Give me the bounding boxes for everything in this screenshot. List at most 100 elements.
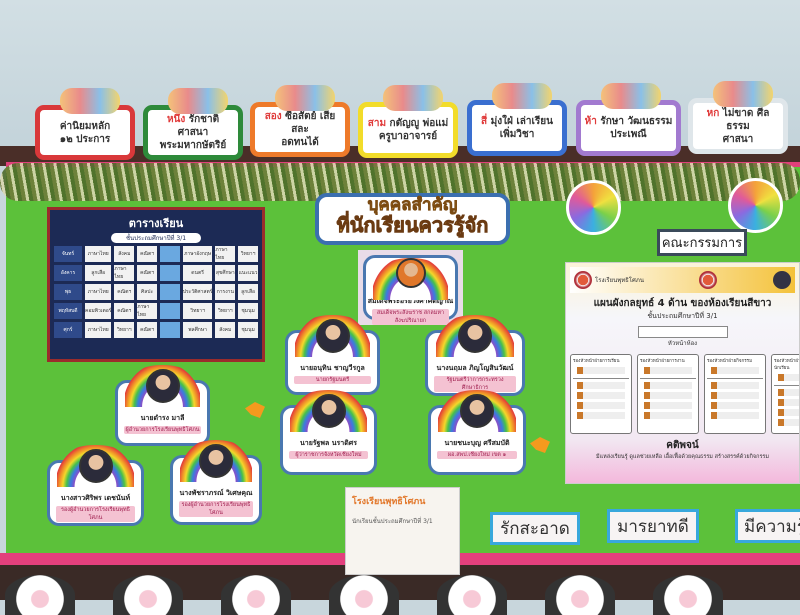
subject-cell: สังคม [114, 246, 135, 262]
portrait-photo [315, 319, 350, 353]
member-row [711, 382, 759, 389]
person-position: รองผู้อำนวยการโรงเรียนพุทธิโศภน [179, 501, 253, 517]
value-card: ค่านิยมหลัก ๑๒ ประการ [35, 88, 135, 160]
subject-cell: การงาน [215, 284, 236, 300]
member-row [711, 392, 759, 399]
day-label: จันทร์ [54, 246, 82, 262]
column-title: รองหัวหน้าฝ่ายการเรียน [573, 359, 620, 364]
subject-cell: สุขศึกษา [215, 265, 236, 281]
card-line-2: พระมหากษัตริย์ [159, 140, 227, 151]
strategy-column: รองหัวหน้าฝ่ายกิจกรรม [704, 354, 766, 434]
cow-cartoon [437, 575, 507, 615]
cow-cartoon [113, 575, 183, 615]
column-title: รองหัวหน้าฝ่ายกิจกรรม [707, 359, 753, 364]
subject-cell: คณิตฯ [137, 246, 157, 262]
class-poster: โรงเรียนพุทธิโศภน นักเรียนชั้นประถมศึกษา… [345, 487, 460, 575]
member-row [577, 382, 625, 389]
subject-cell: แนะแนว [238, 265, 258, 281]
card-line-1: สาม กตัญญู พ่อแม่ [368, 117, 449, 130]
member-row [577, 367, 625, 374]
column-title: รองหัวหน้าฝ่ายสารวัตรนักเรียน [774, 359, 799, 371]
strategy-columns: รองหัวหน้าฝ่ายการเรียน รองหัวหน้าฝ่ายการง… [570, 354, 799, 434]
subject-cell: คณิตฯ [137, 265, 157, 281]
member-row [778, 399, 799, 406]
value-card: สอง ซื่อสัตย์ เสียสละ อดทนได้ [250, 85, 350, 157]
person-position: นายกรัฐมนตรี [294, 376, 371, 384]
class-timetable: ตารางเรียน ชั้นประถมศึกษาปีที่ 3/1 จันทร… [47, 207, 265, 362]
subject-cell: ภาษาไทย [137, 303, 157, 319]
member-row [644, 382, 692, 389]
column-title: รองหัวหน้าฝ่ายการงาน [640, 359, 685, 364]
person-name: นายอนุทิน ชาญวีรกูล [300, 364, 365, 372]
head-label: หัวหน้าห้อง [667, 340, 698, 347]
card-line-2: ประเพณี [610, 129, 647, 140]
subject-cell [160, 265, 180, 281]
subject-cell: คณิตฯ [114, 303, 135, 319]
person-card: นายรัฐพล นราดิศร ผู้ว่าราชการจังหวัดเชียง… [280, 390, 377, 475]
member-row [778, 389, 799, 396]
strategy-column: รองหัวหน้าฝ่ายการงาน [637, 354, 699, 434]
person-card: นางสาวศิริพร เดชนันท์ รองผู้อำนวยการโรงเร… [47, 445, 144, 526]
person-card: นายชนะบุญ ศรีสมบัติ ผอ.สพป.เชียงใหม่ เขต … [428, 390, 526, 475]
subject-cell: ลูกเสือ [238, 284, 258, 300]
value-card: สี่ มุ่งใฝ่ เล่าเรียน เพิ่มวิชา [467, 83, 567, 156]
member-row [711, 402, 759, 409]
subject-cell: ภาษาอังกฤษ [182, 246, 213, 262]
motto-text: มีแหล่งเรียนรู้ ดูแลช่วยเหลือ เอื้อเฟื้อ… [595, 454, 770, 460]
cartoon-illustration [383, 85, 443, 111]
word-label: มารยาทดี [607, 509, 699, 543]
subject-cell: สังคม [215, 322, 236, 338]
card-text: รักษา วัฒนธรรม [600, 116, 673, 127]
banner-line-1: บุคคลสำคัญ [367, 195, 458, 215]
member-row [711, 412, 759, 419]
obec-logo [699, 271, 718, 289]
subject-cell: วิทยาฯ [182, 303, 213, 319]
card-text: ไม่ขาด ศีลธรรม [722, 107, 770, 132]
subject-cell [160, 246, 180, 262]
cartoon-illustration [492, 83, 552, 109]
card-text: รักชาติ ศาสนา [177, 114, 220, 138]
card-text: มุ่งใฝ่ เล่าเรียน [490, 116, 553, 127]
subject-cell: ภาษาไทย [85, 246, 112, 262]
card-line-1: หก ไม่ขาด ศีลธรรม [695, 107, 781, 133]
card-number: ห้า [584, 116, 597, 127]
cartoon-illustration [168, 88, 228, 114]
subject-cell: ดนตรี [182, 265, 213, 281]
committee-label: คณะกรรมการ [657, 229, 747, 256]
motto-heading: คติพจน์ [666, 440, 699, 451]
card-line-1: สี่ มุ่งใฝ่ เล่าเรียน [481, 115, 553, 128]
member-row [778, 374, 799, 381]
member-row [644, 367, 692, 374]
subject-cell: คณิตฯ [137, 322, 157, 338]
member-row [644, 412, 692, 419]
portrait-photo [311, 394, 346, 428]
word-label: มีความรู้ [735, 509, 800, 543]
subject-cell: ประวัติศาสตร์ [182, 284, 213, 300]
cow-cartoon [5, 575, 75, 615]
card-text: ค่านิยมหลัก [59, 120, 111, 132]
value-card: หนึ่ง รักชาติ ศาสนา พระมหากษัตริย์ [143, 88, 243, 160]
portrait-photo [458, 319, 492, 353]
subject-cell [160, 303, 180, 319]
day-label: พุธ [54, 284, 82, 300]
card-text: ซื่อสัตย์ เสียสละ [285, 111, 336, 135]
poster-class: นักเรียนชั้นประถมศึกษาปีที่ 3/1 [352, 518, 433, 525]
timetable-subtitle: ชั้นประถมศึกษาปีที่ 3/1 [111, 233, 201, 243]
portrait-photo [78, 449, 113, 483]
person-name: นางสาวศิริพร เดชนันท์ [60, 494, 131, 502]
card-line-2: ศาสนา [722, 133, 754, 145]
person-position: ผู้อำนวยการโรงเรียนพุทธิโศภน [124, 426, 201, 434]
person-name: นายดำรง มาลี [140, 414, 185, 422]
school-logo [574, 271, 592, 289]
subject-cell: ภาษาไทย [215, 246, 236, 262]
card-line-2: อดทนได้ [281, 137, 319, 148]
card-line-2: ๑๒ ประการ [59, 133, 111, 145]
subject-cell [160, 284, 180, 300]
cow-cartoon [329, 575, 399, 615]
day-label: พฤหัสบดี [54, 303, 82, 319]
member-row [778, 409, 799, 416]
subject-cell: วิทยาฯ [238, 246, 258, 262]
monk-position: สมเด็จพระสังฆราช สกลมหาสังฆปริณายก [372, 309, 449, 325]
strategy-school: โรงเรียนพุทธิโศภน [595, 277, 644, 284]
person-name: นางพัชราภรณ์ วิเศษคุณ [179, 489, 253, 497]
